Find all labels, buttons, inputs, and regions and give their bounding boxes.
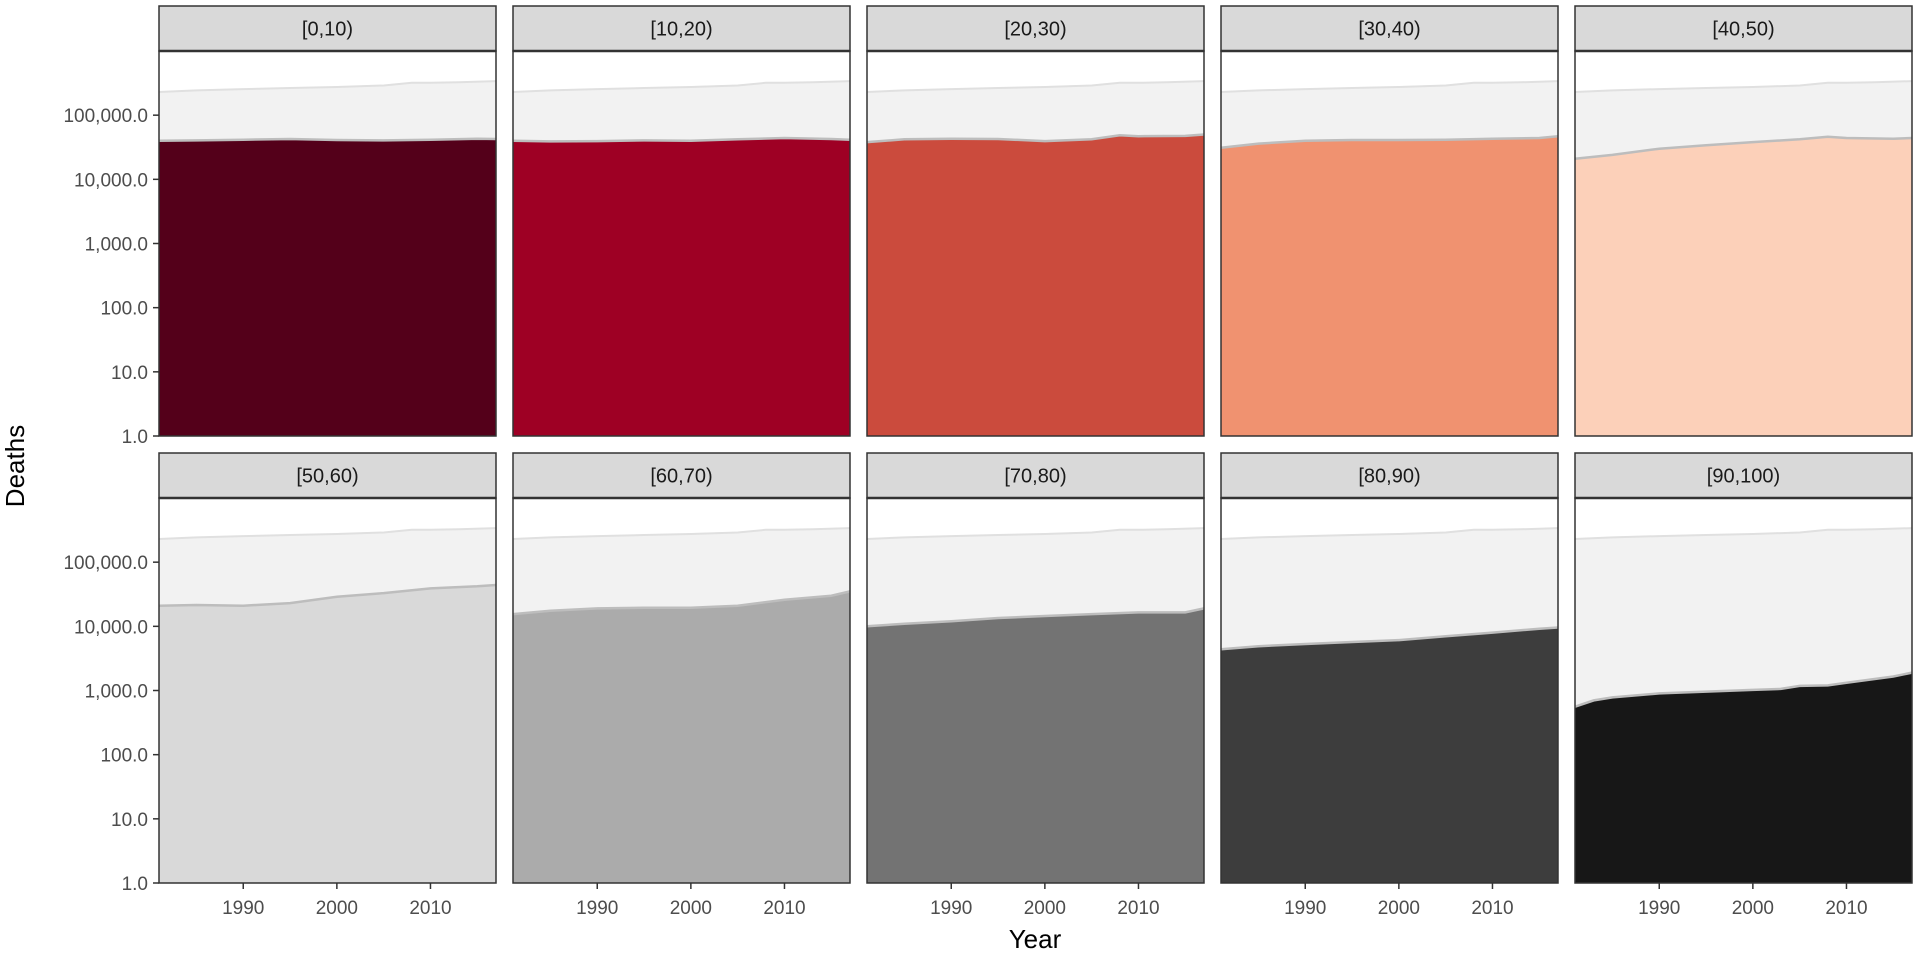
x-tick-label: 1990 (930, 898, 972, 919)
y-tick-label: 10.0 (111, 363, 148, 384)
x-tick-label: 1990 (576, 898, 618, 919)
x-tick-label: 2000 (1024, 898, 1066, 919)
x-tick-label: 2010 (763, 898, 805, 919)
y-axis-title: Deaths (0, 425, 30, 507)
facet-panel-7: [60,70) (512, 452, 851, 884)
x-axes-layer: 1990 2000 2010 1990 2000 2010 1990 2000 2010 1990… (222, 883, 1868, 919)
age-group-area (1575, 136, 1912, 437)
y-axes-layer: 1.0 10.0 100.0 1,000.0 10,000.0 100,000.0 1.0 1… (63, 106, 159, 895)
y-tick-label: 100.0 (100, 299, 148, 320)
y-tick-label: 10,000.0 (74, 617, 148, 638)
age-group-area (1221, 136, 1558, 436)
age-group-area (867, 608, 1204, 883)
facet-strip-label: [0,10) (302, 19, 353, 41)
x-tick-label: 2000 (670, 898, 712, 919)
age-group-line (512, 590, 851, 616)
age-group-area (513, 591, 850, 883)
facet-strip (866, 452, 1205, 499)
y-tick-label: 10.0 (111, 810, 148, 831)
facet-strip-label: [10,20) (650, 19, 712, 41)
age-group-line (866, 607, 1205, 628)
facet-strip-label: [70,80) (1004, 466, 1066, 488)
age-group-area (159, 585, 496, 883)
facet-strip (1220, 452, 1559, 499)
y-tick-label: 100,000.0 (63, 553, 148, 574)
x-tick-label: 2010 (1471, 898, 1513, 919)
x-tick-label: 1990 (1638, 898, 1680, 919)
age-group-area (1221, 627, 1558, 883)
age-group-line (1220, 134, 1559, 150)
facet-strip-label: [40,50) (1712, 19, 1774, 41)
facet-strip (1574, 5, 1913, 52)
y-tick-label: 1.0 (122, 427, 148, 448)
facet-strip (158, 452, 497, 499)
age-group-area (159, 138, 496, 436)
total-deaths-line (158, 80, 497, 93)
x-tick-label: 2000 (1378, 898, 1420, 919)
facet-panel-8: [70,80) (866, 452, 1205, 884)
facet-strip-label: [80,90) (1358, 466, 1420, 488)
facet-strip-label: [20,30) (1004, 19, 1066, 41)
age-group-line (866, 133, 1205, 144)
facet-panel-10: [90,100) (1574, 452, 1913, 884)
total-deaths-line (866, 80, 1205, 93)
age-group-area (867, 134, 1204, 436)
facet-panel-2: [10,20) (512, 5, 851, 437)
y-tick-label: 1,000.0 (85, 682, 148, 703)
facet-strip-label: [30,40) (1358, 19, 1420, 41)
y-tick-label: 100.0 (100, 746, 148, 767)
age-group-line (1220, 626, 1559, 651)
facet-strip-label: [90,100) (1707, 466, 1780, 488)
total-deaths-line (1220, 527, 1559, 540)
x-tick-label: 1990 (1284, 898, 1326, 919)
facet-strip (1220, 5, 1559, 52)
facet-strip-label: [60,70) (650, 466, 712, 488)
facet-panel-4: [30,40) (1220, 5, 1559, 437)
total-deaths-line (1574, 527, 1913, 540)
age-group-line (158, 137, 497, 142)
facet-strip (158, 5, 497, 52)
x-tick-label: 2000 (316, 898, 358, 919)
facet-strip (866, 5, 1205, 52)
x-tick-label: 2010 (1117, 898, 1159, 919)
age-group-line (1574, 135, 1913, 160)
facet-panel-6: [50,60) (158, 452, 497, 884)
facet-strip (512, 452, 851, 499)
total-deaths-line (1574, 80, 1913, 93)
y-tick-label: 1,000.0 (85, 235, 148, 256)
x-tick-label: 2010 (409, 898, 451, 919)
age-group-line (158, 583, 497, 607)
total-deaths-line (158, 527, 497, 540)
total-deaths-line (1220, 80, 1559, 93)
facet-panel-1: [0,10) (158, 5, 497, 437)
x-axis-title: Year (1009, 924, 1062, 954)
x-tick-label: 2010 (1825, 898, 1867, 919)
total-deaths-line (512, 80, 851, 93)
total-deaths-line (866, 527, 1205, 540)
x-tick-label: 2000 (1732, 898, 1774, 919)
y-tick-label: 1.0 (122, 874, 148, 895)
facet-panel-5: [40,50) (1574, 5, 1913, 437)
y-tick-label: 10,000.0 (74, 170, 148, 191)
age-group-line (512, 136, 851, 143)
x-tick-label: 1990 (222, 898, 264, 919)
facet-panel-9: [80,90) (1220, 452, 1559, 884)
age-group-area (1575, 672, 1912, 883)
facet-strip-label: [50,60) (296, 466, 358, 488)
facet-panel-3: [20,30) (866, 5, 1205, 437)
age-group-line (1574, 671, 1913, 708)
total-deaths-line (512, 527, 851, 540)
age-group-area (513, 138, 850, 436)
panels-layer: [0,10) [10,20) [20,30) [30,40) [40,50) [50,60… (158, 5, 1913, 884)
y-tick-label: 100,000.0 (63, 106, 148, 127)
